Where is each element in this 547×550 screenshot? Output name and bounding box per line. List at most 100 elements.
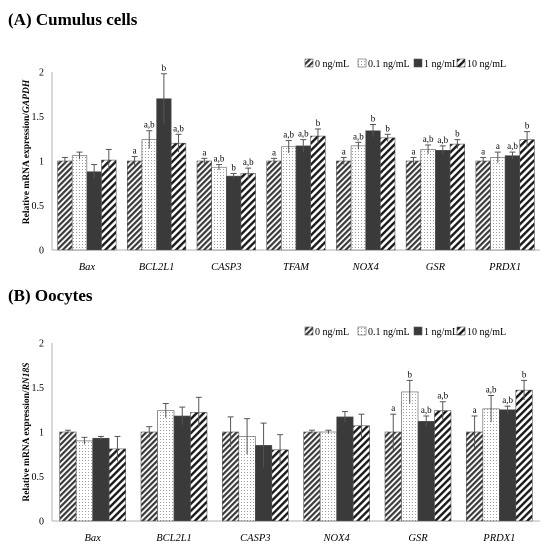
bar	[86, 171, 102, 251]
significance-label: a,b	[423, 134, 434, 144]
legend-swatch	[413, 58, 423, 68]
category-label: BCL2L1	[139, 262, 175, 273]
bar	[75, 440, 93, 522]
bar	[475, 160, 491, 251]
legend-entry: 10 ng/mL	[467, 59, 506, 70]
legend-swatch	[304, 326, 314, 336]
y-tick-label: 2	[39, 68, 44, 79]
bar	[380, 137, 396, 251]
category-label: GSR	[408, 533, 428, 544]
bar	[240, 173, 256, 251]
significance-label: b	[231, 162, 236, 172]
significance-label: b	[385, 123, 390, 133]
significance-label: a,b	[353, 131, 364, 141]
legend-entry: 0 ng/mL	[315, 327, 349, 338]
legend-swatch	[357, 326, 367, 336]
bar	[336, 416, 354, 522]
bar	[303, 431, 321, 522]
category-label: TFAM	[283, 262, 310, 273]
significance-label: a	[342, 146, 346, 156]
bar	[350, 145, 367, 251]
bar	[482, 408, 500, 522]
panel-a-legend: 0 ng/mL 0.1 ng/mL 1 ng/mL 10 ng/mL	[304, 58, 506, 70]
legend-entry: 1 ng/mL	[424, 59, 458, 70]
bar	[225, 175, 242, 251]
bar	[190, 412, 208, 522]
significance-label: a,b	[298, 129, 309, 139]
bar	[59, 431, 77, 522]
significance-label: a,b	[283, 130, 294, 140]
legend-swatch	[357, 58, 367, 68]
bar	[140, 431, 158, 522]
panel-a-ylabel: Relative mRNA expression/GAPDH	[22, 79, 32, 224]
bar	[126, 160, 143, 251]
bar	[515, 389, 533, 522]
y-tick-label: 2	[39, 339, 44, 350]
bar	[449, 143, 466, 251]
panel-b-title: (B) Oocytes	[8, 286, 93, 305]
panel-b-ylabel: Relative mRNA expression/RN18S	[22, 362, 32, 501]
bar	[101, 159, 117, 251]
significance-label: a,b	[214, 154, 225, 164]
significance-label: b	[316, 118, 321, 128]
category-label: CASP3	[240, 533, 270, 544]
bar	[170, 142, 187, 251]
bar	[420, 149, 436, 251]
bar	[310, 135, 326, 251]
legend-swatch	[456, 58, 466, 68]
significance-label: a	[481, 146, 485, 156]
bar	[196, 160, 212, 251]
bar	[92, 437, 110, 522]
significance-label: a,b	[144, 120, 155, 130]
significance-label: a,b	[421, 405, 432, 415]
significance-label: b	[522, 369, 527, 379]
significance-label: a	[473, 405, 477, 415]
significance-label: b	[455, 129, 460, 139]
significance-label: a,b	[437, 391, 448, 401]
bar	[504, 155, 521, 251]
significance-label: a	[496, 141, 500, 151]
bar	[519, 139, 535, 251]
legend-swatch	[413, 326, 423, 336]
y-tick-label: 0.5	[32, 201, 45, 212]
bar	[319, 431, 337, 522]
category-label: PRDX1	[482, 533, 515, 544]
significance-label: a,b	[507, 141, 518, 151]
category-label: GSR	[426, 262, 446, 273]
significance-label: a,b	[486, 385, 497, 395]
bar	[499, 409, 517, 522]
significance-label: b	[162, 63, 167, 73]
legend-entry: 0.1 ng/mL	[368, 327, 410, 338]
legend-entry: 0 ng/mL	[315, 59, 349, 70]
bar	[141, 139, 157, 251]
significance-label: a,b	[243, 157, 254, 167]
bar	[157, 410, 175, 522]
y-tick-label: 0	[39, 246, 44, 257]
legend-swatch	[456, 326, 466, 336]
panel-b-legend: 0 ng/mL 0.1 ng/mL 1 ng/mL 10 ng/mL	[304, 326, 506, 338]
bar	[57, 160, 73, 251]
bar	[352, 425, 370, 522]
significance-label: a	[202, 147, 206, 157]
significance-label: a	[411, 146, 415, 156]
bar	[434, 410, 452, 522]
panel-a-title: (A) Cumulus cells	[8, 10, 138, 29]
significance-label: a	[272, 147, 276, 157]
category-label: Bax	[85, 533, 102, 544]
significance-label: a,b	[173, 123, 184, 133]
bar	[365, 130, 381, 251]
bar	[405, 160, 422, 251]
bar	[295, 145, 311, 251]
category-label: Bax	[79, 262, 96, 273]
category-label: CASP3	[211, 262, 241, 273]
category-label: BCL2L1	[156, 533, 192, 544]
legend-entry: 0.1 ng/mL	[368, 59, 410, 70]
legend-entry: 10 ng/mL	[467, 327, 506, 338]
significance-label: a	[391, 403, 395, 413]
significance-label: a,b	[502, 395, 513, 405]
bar	[417, 421, 435, 522]
category-label: NOX4	[352, 262, 380, 273]
panel-b: (B) Oocytes Relative mRNA expression/RN1…	[8, 286, 540, 544]
